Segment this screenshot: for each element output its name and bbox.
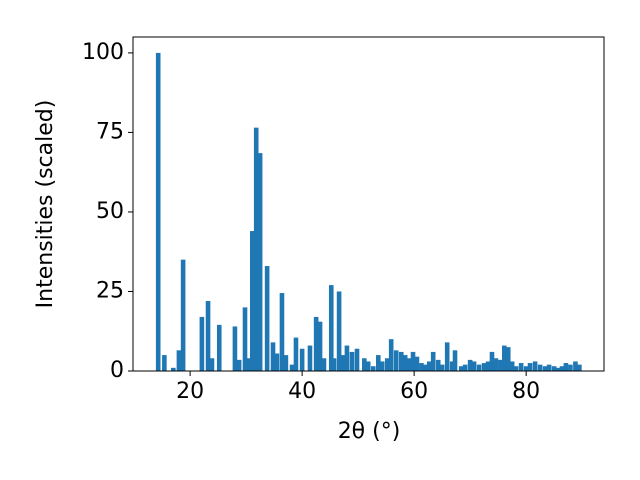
- bar: [551, 366, 557, 371]
- bar: [257, 153, 263, 371]
- bar: [458, 366, 464, 371]
- bar: [242, 307, 248, 371]
- y-tick-label: 100: [82, 40, 124, 65]
- bar: [485, 361, 491, 371]
- bar: [518, 363, 524, 371]
- bar: [293, 337, 299, 371]
- bar: [205, 301, 211, 371]
- bar: [430, 351, 436, 371]
- bar: [349, 351, 355, 371]
- bar: [435, 359, 441, 371]
- bar: [216, 324, 222, 371]
- bar: [537, 364, 543, 371]
- bar: [563, 363, 569, 371]
- bar: [414, 356, 420, 371]
- x-tick-label: 80: [512, 379, 540, 404]
- bar: [155, 52, 161, 372]
- bar: [546, 364, 552, 371]
- bar: [419, 363, 424, 371]
- bar: [264, 266, 270, 371]
- bar: [344, 345, 350, 371]
- bar: [452, 350, 458, 371]
- bar: [274, 353, 280, 371]
- y-tick-label: 75: [96, 119, 124, 144]
- bar: [523, 366, 529, 371]
- bar: [471, 361, 477, 371]
- bar: [289, 364, 295, 371]
- bar: [321, 358, 327, 371]
- bar: [379, 361, 385, 371]
- bar: [388, 339, 394, 371]
- bar: [307, 345, 313, 371]
- bar: [340, 355, 346, 371]
- bar: [406, 358, 412, 371]
- x-axis-label: 2θ (°): [338, 419, 401, 444]
- bar: [402, 355, 408, 371]
- bar: [253, 127, 259, 372]
- bar: [209, 358, 215, 371]
- bar: [502, 345, 507, 371]
- bar: [376, 355, 381, 371]
- bar: [398, 351, 404, 371]
- bar: [313, 316, 319, 371]
- bar: [393, 350, 399, 371]
- y-tick-label: 25: [96, 278, 124, 303]
- bar: [449, 361, 455, 371]
- bar: [462, 364, 468, 371]
- bar: [246, 358, 251, 371]
- bar: [336, 291, 342, 371]
- bar: [513, 366, 519, 371]
- bar: [423, 364, 428, 371]
- bar: [249, 231, 255, 371]
- bar: [426, 361, 432, 371]
- x-tick-label: 20: [176, 379, 204, 404]
- bar: [444, 342, 450, 371]
- bar: [361, 358, 367, 371]
- y-axis-label: Intensities (scaled): [33, 100, 58, 309]
- bar: [577, 364, 582, 371]
- bar: [370, 366, 376, 371]
- bar: [354, 348, 360, 371]
- bar: [439, 364, 445, 371]
- x-tick-label: 40: [288, 379, 316, 404]
- bar: [283, 355, 289, 371]
- bar: [527, 363, 533, 371]
- bar: [476, 364, 482, 371]
- bar: [317, 321, 323, 371]
- bar: [176, 350, 182, 371]
- bar: [509, 361, 515, 371]
- plot-frame: [132, 36, 605, 372]
- bar: [328, 285, 334, 371]
- bar: [299, 348, 305, 371]
- y-tick-label: 0: [110, 358, 124, 383]
- bar: [493, 358, 499, 371]
- bar: [505, 347, 511, 371]
- bar: [481, 363, 487, 371]
- bar: [559, 366, 565, 371]
- bar: [365, 361, 371, 371]
- bar: [568, 364, 573, 371]
- bar: [279, 293, 285, 371]
- bar: [498, 359, 503, 371]
- bar: [232, 326, 238, 371]
- bar: [555, 367, 561, 371]
- bar: [270, 342, 276, 371]
- bar: [542, 366, 548, 371]
- bar: [180, 259, 186, 371]
- bar: [199, 316, 205, 371]
- y-tick-label: 50: [96, 199, 124, 224]
- bar: [573, 361, 578, 371]
- bar: [162, 355, 167, 371]
- bar: [331, 358, 337, 371]
- x-tick-label: 60: [400, 379, 428, 404]
- bar: [410, 351, 416, 371]
- bar: [467, 359, 473, 371]
- bar: [532, 361, 538, 371]
- bar: [171, 367, 176, 371]
- bar: [384, 358, 390, 371]
- bar: [236, 359, 242, 371]
- bar: [489, 351, 495, 371]
